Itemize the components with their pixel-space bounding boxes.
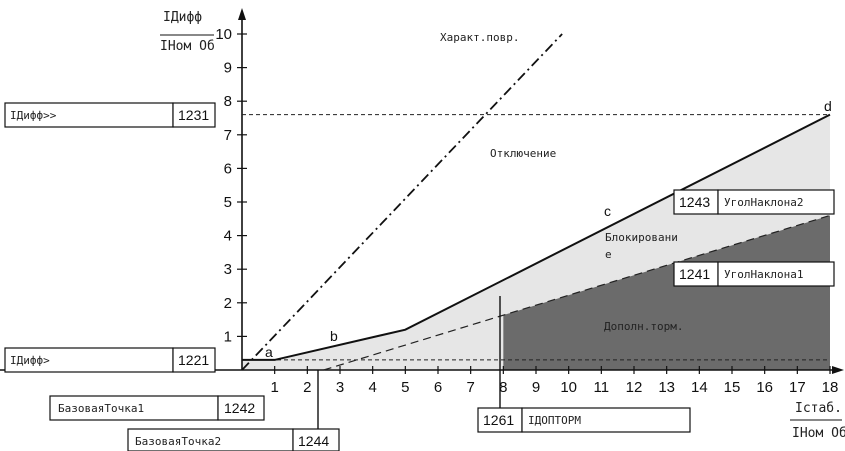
param-box-add-brake: 1261 ІДОПТОРМ xyxy=(477,407,691,433)
x-tick-label: 15 xyxy=(724,379,741,396)
blocking-region-label-1: Блокировани xyxy=(605,231,678,244)
y-tick-label: 2 xyxy=(224,295,232,312)
y-tick-label: 5 xyxy=(224,194,232,211)
trip-region-label: Отключение xyxy=(490,147,556,160)
x-tick-label: 1 xyxy=(270,379,278,396)
x-tick-label: 12 xyxy=(626,379,643,396)
additional-braking-region xyxy=(503,215,830,370)
point-a-label: a xyxy=(265,344,273,360)
blocking-region-label-2: е xyxy=(605,248,612,261)
param-box-slope-2: 1243 УголНаклона2 xyxy=(673,189,835,215)
param-code: 1241 xyxy=(679,266,710,282)
param-box-slope-1: 1241 УголНаклона1 xyxy=(673,261,835,287)
y-tick-label: 10 xyxy=(215,26,232,43)
x-axis-label-top: Іcтаб. xyxy=(795,401,842,416)
param-code: 1221 xyxy=(178,352,209,368)
param-name: УголНаклона1 xyxy=(724,268,803,281)
param-name: БазоваяТочка1 xyxy=(58,402,144,415)
param-box-idiff-low: ІДифф> 1221 xyxy=(4,347,216,373)
param-box-base-point-1: БазоваяТочка1 1242 xyxy=(49,395,265,421)
param-name: ІДОПТОРМ xyxy=(528,414,581,427)
y-tick-label: 6 xyxy=(224,160,232,177)
x-tick-label: 6 xyxy=(434,379,442,396)
x-tick-label: 16 xyxy=(756,379,773,396)
param-code: 1243 xyxy=(679,194,710,210)
point-c-label: c xyxy=(604,203,611,219)
y-tick-label: 8 xyxy=(224,93,232,110)
x-tick-label: 2 xyxy=(303,379,311,396)
point-d-label: d xyxy=(824,98,832,114)
y-axis-ticks: 1 2 3 4 5 6 7 8 9 10 xyxy=(215,26,247,345)
point-b-label: b xyxy=(330,328,338,344)
x-tick-label: 7 xyxy=(466,379,474,396)
fault-characteristic-label: Характ.повр. xyxy=(440,31,519,44)
y-tick-label: 7 xyxy=(224,127,232,144)
y-axis-label-bottom: ІНом Об xyxy=(160,39,215,54)
y-axis-label-top: ІДифф xyxy=(163,10,202,25)
x-tick-label: 4 xyxy=(368,379,376,396)
y-tick-label: 4 xyxy=(224,228,232,245)
param-name: УголНаклона2 xyxy=(724,196,803,209)
y-tick-label: 3 xyxy=(224,261,232,278)
param-name: ІДифф> xyxy=(10,354,50,367)
x-axis-arrow xyxy=(832,366,844,374)
param-box-idiff-high: ІДифф>> 1231 xyxy=(4,102,216,128)
y-axis-arrow xyxy=(238,8,246,20)
param-name: БазоваяТочка2 xyxy=(135,435,221,448)
x-tick-label: 9 xyxy=(532,379,540,396)
param-name: ІДифф>> xyxy=(10,109,57,122)
trip-characteristic-line xyxy=(242,113,831,361)
y-tick-label: 9 xyxy=(224,60,232,77)
param-box-base-point-2: БазоваяТочка2 1244 xyxy=(127,428,340,451)
x-tick-label: 13 xyxy=(658,379,675,396)
x-tick-label: 11 xyxy=(594,379,610,396)
param-code: 1244 xyxy=(298,433,329,449)
x-tick-label: 17 xyxy=(789,379,806,396)
x-tick-label: 18 xyxy=(822,379,839,396)
slope1-line xyxy=(323,214,831,371)
fault-characteristic-line xyxy=(241,33,563,371)
x-tick-label: 10 xyxy=(560,379,577,396)
x-axis-label-bottom: ІНом Об xyxy=(792,426,845,441)
param-code: 1242 xyxy=(224,400,255,416)
param-code: 1231 xyxy=(178,107,209,123)
x-tick-label: 8 xyxy=(499,379,507,396)
x-tick-label: 14 xyxy=(691,379,708,396)
add-brake-region-label: Дополн.торм. xyxy=(604,320,683,333)
param-code: 1261 xyxy=(483,412,514,428)
x-axis-ticks: 1 2 3 4 5 6 7 8 9 10 11 12 13 14 15 16 17 18 xyxy=(270,366,838,396)
y-tick-label: 1 xyxy=(224,328,232,345)
x-tick-label: 5 xyxy=(401,379,409,396)
x-tick-label: 3 xyxy=(336,379,344,396)
